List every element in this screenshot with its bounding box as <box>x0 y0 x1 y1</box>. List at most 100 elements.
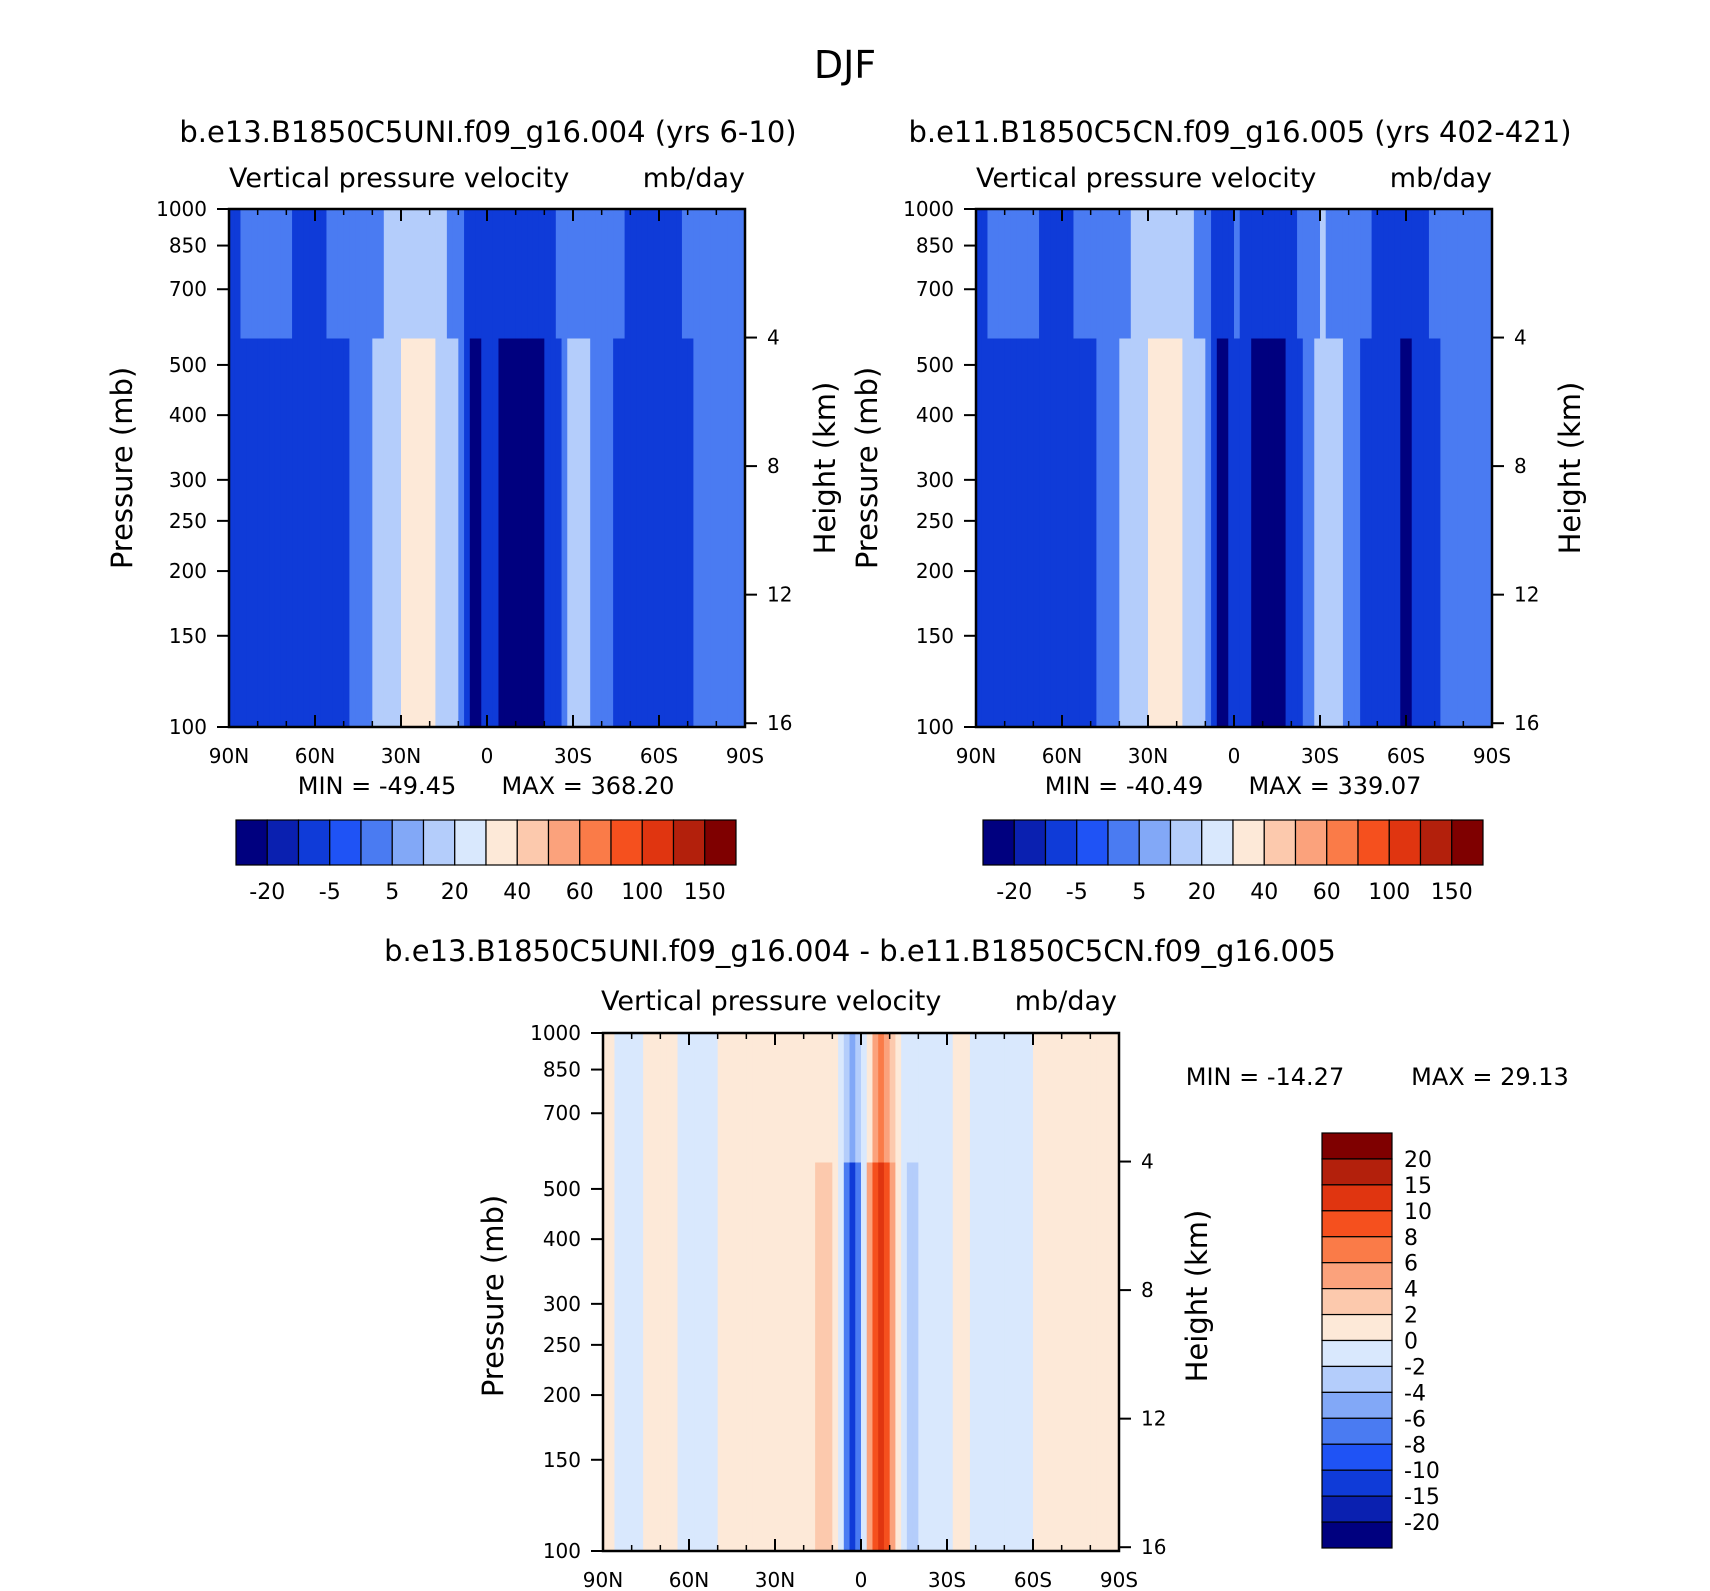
contour-band <box>567 338 574 727</box>
contour-band <box>947 1162 954 1551</box>
y-right-tick-label: 4 <box>1514 326 1527 350</box>
contour-band <box>722 338 729 727</box>
colorbar-box <box>1138 819 1172 866</box>
contour-band <box>1348 338 1355 727</box>
contour-band <box>1039 338 1046 727</box>
contour-band <box>1055 1033 1063 1163</box>
contour-band <box>349 338 356 727</box>
colorbar-box <box>1357 819 1390 866</box>
contour-band <box>1159 209 1166 339</box>
contour-band <box>618 209 626 339</box>
panel-units: mb/day <box>1015 986 1117 1017</box>
contour-band <box>595 338 603 727</box>
contour-band <box>620 1162 627 1551</box>
contour-band <box>521 338 528 727</box>
contour-band <box>838 1033 845 1163</box>
contour-band <box>641 338 649 727</box>
x-tick-label: 60S <box>640 744 678 768</box>
contour-band <box>383 209 391 339</box>
contour-band <box>1245 209 1252 339</box>
contour-band <box>1274 338 1281 727</box>
y-axis-label-right: Height (km) <box>808 382 842 555</box>
y-tick-label: 150 <box>543 1448 581 1472</box>
contour-band <box>803 1033 810 1163</box>
colorbar-label: 2 <box>1404 1304 1418 1329</box>
contour-band <box>792 1033 799 1163</box>
contour-band <box>538 338 545 727</box>
contour-band <box>630 338 637 727</box>
contour-band <box>567 209 574 339</box>
contour-band <box>1423 209 1430 339</box>
min-max-text: MIN = -49.45 <box>298 772 456 800</box>
panel-control: b.e11.B1850C5CN.f09_g16.005 (yrs 402-421… <box>850 115 1587 905</box>
colorbar-box <box>1169 819 1203 866</box>
contour-band <box>1440 338 1447 727</box>
contour-band <box>809 1033 816 1163</box>
contour-band <box>573 209 580 339</box>
contour-band <box>458 338 465 727</box>
contour-band <box>733 209 740 339</box>
colorbar-box <box>641 819 675 866</box>
contour-band <box>733 338 740 727</box>
contour-band <box>1360 338 1367 727</box>
contour-band <box>286 209 293 339</box>
contour-band <box>1101 1033 1109 1163</box>
contour-band <box>740 1033 747 1163</box>
contour-band <box>1130 338 1138 727</box>
colorbar-box <box>1321 1391 1393 1419</box>
contour-band <box>1050 338 1057 727</box>
contour-band <box>734 1162 742 1551</box>
colorbar-box <box>1321 1236 1393 1264</box>
contour-band <box>976 338 983 727</box>
colorbar-box <box>1076 819 1109 866</box>
contour-band <box>1440 209 1447 339</box>
contour-band <box>683 1162 690 1551</box>
contour-band <box>636 209 643 339</box>
x-tick-label: 90N <box>209 744 249 768</box>
y-axis-label: Pressure (mb) <box>850 367 884 569</box>
y-tick-label: 250 <box>169 509 207 533</box>
contour-band <box>855 1162 862 1551</box>
contour-band <box>1205 209 1212 339</box>
contour-band <box>987 338 994 727</box>
contour-band <box>1096 1033 1103 1163</box>
contour-band <box>1400 209 1407 339</box>
contour-band <box>355 209 362 339</box>
contour-band <box>889 1033 896 1163</box>
contour-band <box>1067 338 1075 727</box>
contour-band <box>786 1033 793 1163</box>
colorbar-box <box>1321 1210 1393 1238</box>
contour-band <box>1302 209 1310 339</box>
contour-band <box>1107 1162 1114 1551</box>
contour-band <box>532 338 540 727</box>
contour-band <box>1107 209 1115 339</box>
y-right-tick-label: 8 <box>1141 1278 1154 1302</box>
panel-title: Vertical pressure velocity <box>229 163 569 194</box>
colorbar-box <box>1107 819 1140 866</box>
contour-band <box>666 1162 673 1551</box>
contour-band <box>1469 338 1476 727</box>
contour-band <box>987 1162 994 1551</box>
y-right-tick-label: 4 <box>767 326 780 350</box>
contour-band <box>815 1162 822 1551</box>
min-max-text: MIN = -14.27 <box>1186 1063 1344 1091</box>
contour-band <box>257 209 264 339</box>
contour-band <box>1044 1033 1051 1163</box>
contour-band <box>274 209 282 339</box>
contour-band <box>700 1162 707 1551</box>
x-tick-label: 60N <box>1042 744 1082 768</box>
contour-band <box>969 1033 977 1163</box>
contour-band <box>1090 209 1097 339</box>
contour-band <box>607 209 614 339</box>
y-right-tick-label: 8 <box>1514 454 1527 478</box>
contour-band <box>1377 338 1384 727</box>
contour-band <box>337 209 345 339</box>
contour-band <box>1170 209 1178 339</box>
colorbar-box <box>1388 819 1422 866</box>
contour-band <box>464 338 471 727</box>
contour-band <box>941 1033 948 1163</box>
contour-band <box>383 338 391 727</box>
contour-band <box>1256 209 1264 339</box>
contour-band <box>1337 338 1344 727</box>
y-tick-label: 700 <box>916 277 954 301</box>
